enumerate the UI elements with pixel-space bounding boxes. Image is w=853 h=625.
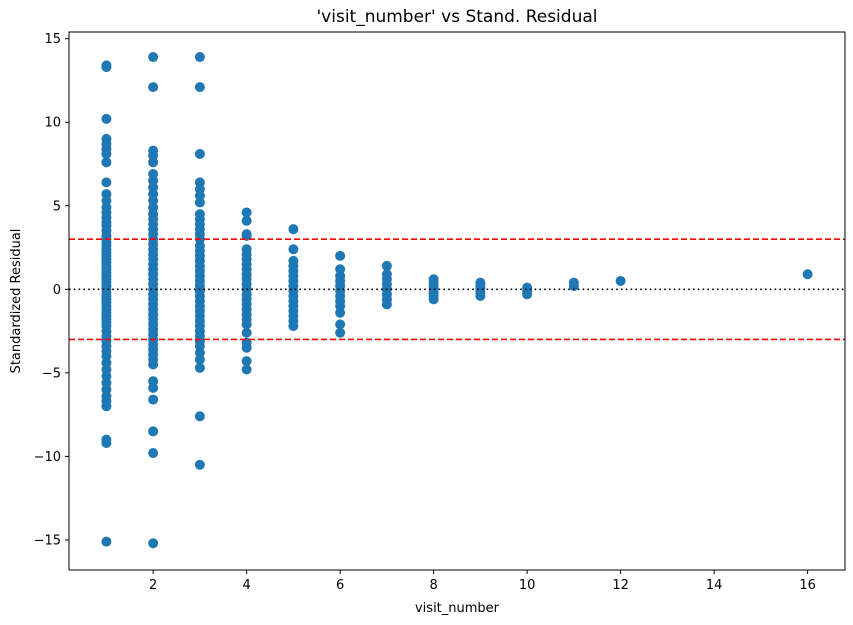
- data-point: [522, 289, 533, 300]
- x-tick-label: 2: [149, 578, 157, 593]
- data-point: [241, 364, 252, 375]
- chart-title: 'visit_number' vs Stand. Residual: [317, 7, 598, 27]
- data-point: [148, 448, 159, 459]
- x-tick-label: 4: [242, 578, 250, 593]
- data-point: [335, 319, 346, 330]
- data-point: [148, 52, 159, 63]
- data-point: [101, 62, 112, 73]
- x-axis: 2 4 6 8 10 12 14 16: [149, 570, 816, 593]
- x-axis-label: visit_number: [415, 601, 500, 616]
- data-point: [194, 197, 205, 208]
- y-axis-label: Standardized Residual: [9, 229, 24, 374]
- x-tick-label: 10: [519, 578, 536, 593]
- x-tick-label: 16: [799, 578, 816, 593]
- data-point: [148, 82, 159, 93]
- data-point: [194, 52, 205, 63]
- data-point: [615, 275, 626, 286]
- data-point: [381, 260, 392, 271]
- x-tick-label: 6: [336, 578, 344, 593]
- data-point: [428, 294, 439, 305]
- y-tick-label: 5: [53, 199, 61, 214]
- data-point: [241, 230, 252, 241]
- data-point: [475, 290, 486, 301]
- data-point: [148, 426, 159, 437]
- data-point: [381, 299, 392, 310]
- data-point: [101, 401, 112, 412]
- data-point: [101, 157, 112, 168]
- plot-area: [69, 52, 845, 549]
- data-point: [101, 113, 112, 124]
- data-point: [335, 307, 346, 318]
- data-point: [288, 244, 299, 255]
- y-tick-label: −10: [34, 450, 61, 465]
- data-point: [148, 157, 159, 168]
- data-point: [148, 394, 159, 405]
- y-tick-label: 10: [44, 116, 61, 131]
- y-tick-label: −5: [42, 366, 61, 381]
- y-tick-label: 15: [44, 32, 61, 47]
- x-tick-label: 14: [706, 578, 723, 593]
- data-point: [241, 319, 252, 330]
- data-point: [241, 207, 252, 218]
- x-tick-label: 8: [429, 578, 437, 593]
- data-point: [148, 359, 159, 370]
- data-point: [194, 148, 205, 159]
- data-point: [288, 321, 299, 332]
- data-point: [148, 538, 159, 549]
- data-point: [802, 269, 813, 280]
- data-point: [288, 224, 299, 235]
- data-point: [101, 148, 112, 159]
- data-point: [101, 438, 112, 449]
- data-point: [101, 177, 112, 188]
- data-point: [241, 215, 252, 226]
- x-tick-label: 12: [612, 578, 629, 593]
- y-tick-label: 0: [53, 283, 61, 298]
- data-point: [194, 459, 205, 470]
- y-tick-label: −15: [34, 533, 61, 548]
- data-point: [335, 327, 346, 338]
- data-point: [241, 356, 252, 367]
- data-point: [241, 327, 252, 338]
- data-point: [568, 280, 579, 291]
- data-point: [194, 354, 205, 365]
- data-point: [194, 362, 205, 373]
- plot-frame: [68, 31, 846, 571]
- data-point: [194, 82, 205, 93]
- y-axis: −15 −10 −5 0 5 10 15: [34, 32, 69, 548]
- data-point: [335, 250, 346, 261]
- data-point: [148, 382, 159, 393]
- data-point: [194, 411, 205, 422]
- data-point: [241, 342, 252, 353]
- data-point: [101, 536, 112, 547]
